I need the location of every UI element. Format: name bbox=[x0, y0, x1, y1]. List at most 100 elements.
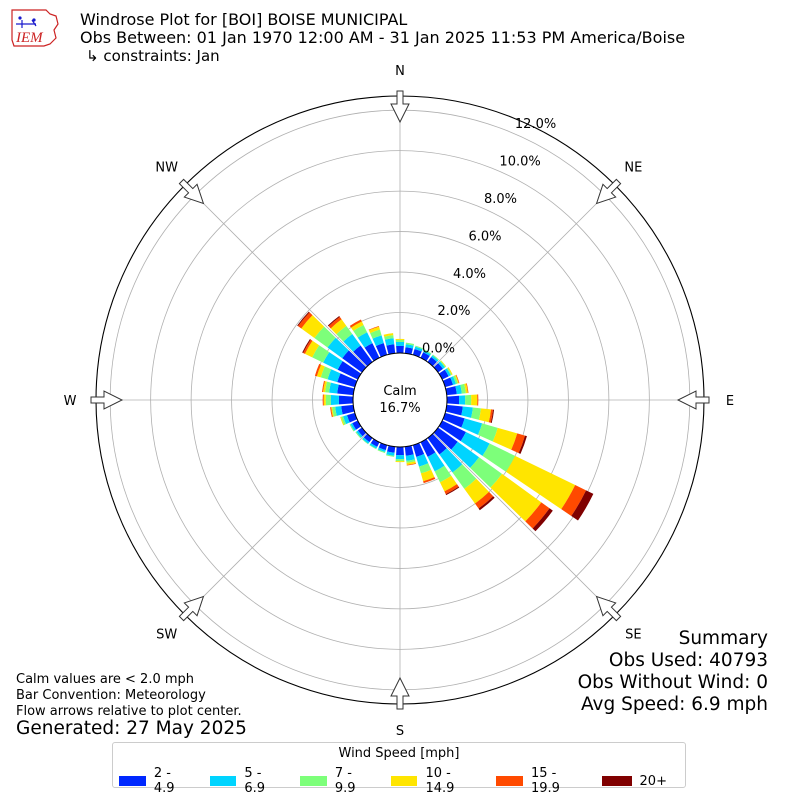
windrose-bar-segment bbox=[442, 412, 465, 428]
windrose-bar-segment bbox=[395, 454, 405, 460]
windrose-bar-segment bbox=[444, 484, 459, 495]
windrose-bar-segment bbox=[465, 394, 472, 406]
flow-arrows-note: Flow arrows relative to plot center. bbox=[16, 704, 242, 719]
legend-title: Wind Speed [mph] bbox=[338, 746, 460, 761]
windrose-bar-segment bbox=[414, 346, 423, 352]
legend-label: 7 - 9.9 bbox=[334, 766, 356, 796]
flow-arrow-shape bbox=[595, 595, 622, 622]
windrose-bar-segment bbox=[405, 454, 415, 461]
legend-item-5-6.9: 5 - 6.9 bbox=[209, 766, 283, 796]
windrose-bar-segment bbox=[395, 341, 405, 347]
windrose-bar-segment bbox=[337, 373, 358, 388]
windrose-bar-segment bbox=[461, 418, 483, 435]
windrose-bar-segment bbox=[490, 473, 542, 522]
flow-arrow-e bbox=[676, 390, 710, 410]
flow-arrow-sw bbox=[178, 595, 205, 622]
windrose-bar-segment bbox=[372, 335, 384, 347]
windrose-bar-segment bbox=[404, 347, 413, 355]
legend-swatch bbox=[119, 776, 146, 786]
windrose-bar-segment bbox=[338, 395, 354, 405]
windrose-bar-segment bbox=[427, 452, 445, 472]
windrose-bar-segment bbox=[412, 442, 425, 457]
windrose-bar-segment bbox=[302, 339, 311, 353]
windrose-bar-segment bbox=[361, 438, 369, 445]
windrose-bar-segment bbox=[461, 406, 473, 418]
windrose-bar-segment bbox=[303, 339, 313, 354]
flow-arrow-w bbox=[90, 390, 124, 410]
windrose-bar-segment bbox=[464, 478, 490, 504]
windrose-bar-segment bbox=[438, 361, 445, 369]
radial-tick-label: 2.0% bbox=[437, 304, 470, 319]
windrose-bar-segment bbox=[450, 376, 456, 385]
windrose-bar-segment bbox=[466, 383, 469, 393]
windrose-bar-segment bbox=[482, 443, 516, 472]
windrose-bar-segment bbox=[297, 312, 313, 329]
windrose-bar-segment bbox=[386, 454, 395, 457]
windrose-bar-segment bbox=[418, 463, 432, 474]
windrose-bar-segment bbox=[423, 350, 431, 357]
radial-tick-label: 6.0% bbox=[468, 229, 501, 244]
flow-arrow-shape bbox=[178, 178, 205, 205]
windrose-bar-segment bbox=[337, 384, 355, 396]
windrose-bar-segment bbox=[370, 329, 382, 339]
calm-circle bbox=[352, 352, 448, 448]
windrose-bar-segment bbox=[329, 382, 339, 394]
windrose-bar-segment bbox=[431, 355, 439, 362]
compass-label-ne: NE bbox=[624, 161, 642, 176]
compass-label-se: SE bbox=[625, 627, 641, 642]
windrose-bar-segment bbox=[353, 345, 373, 367]
windrose-bar-segment bbox=[458, 395, 466, 405]
windrose-bar-segment bbox=[355, 431, 362, 439]
windrose-bar-segment bbox=[470, 457, 503, 488]
windrose-bar-segment bbox=[434, 465, 452, 483]
chart-title: Windrose Plot for [BOI] BOISE MUNICIPAL bbox=[80, 10, 408, 29]
windrose-bar-segment bbox=[327, 369, 341, 383]
windrose-bar-segment bbox=[364, 343, 380, 362]
axis-labels: 0.0% 2.0% 4.0% 6.0% 8.0% 10.0% 12.0% N NE E SE S SW W… bbox=[64, 64, 735, 739]
calm-value: 16.7% bbox=[379, 401, 420, 416]
windrose-bar-segment bbox=[353, 324, 368, 338]
legend-item-10-14.9: 10 - 14.9 bbox=[390, 766, 479, 796]
windrose-bar-segment bbox=[349, 424, 355, 432]
windrose-bar-segment bbox=[368, 326, 380, 334]
windrose-bar-segment bbox=[384, 335, 394, 340]
logo-text: IEM bbox=[15, 30, 44, 46]
windrose-bar-segment bbox=[335, 406, 343, 416]
windrose-bar-segment bbox=[439, 360, 446, 368]
windrose-bar-segment bbox=[304, 340, 320, 358]
windrose-bar-segment bbox=[363, 433, 373, 443]
windrose-bars bbox=[297, 311, 594, 532]
radial-tick-label: 4.0% bbox=[453, 267, 486, 282]
windrose-bar-segment bbox=[395, 461, 405, 463]
windrose-bar-segment bbox=[424, 349, 432, 355]
grid-spoke bbox=[432, 184, 616, 368]
summary-heading: Summary bbox=[678, 628, 768, 649]
windrose-bar-segment bbox=[327, 337, 349, 359]
windrose-bar-segment bbox=[455, 384, 462, 395]
windrose-bar-segment bbox=[323, 381, 327, 393]
windrose-bar-segment bbox=[571, 490, 594, 521]
summary-avg-speed: Avg Speed: 6.9 mph bbox=[580, 694, 768, 715]
windrose-bar-segment bbox=[492, 427, 518, 450]
windrose-bar-segment bbox=[455, 374, 460, 384]
windrose-bar-segment bbox=[325, 381, 331, 393]
windrose-bar-segment bbox=[314, 326, 336, 348]
radial-tick-label: 12.0% bbox=[515, 117, 556, 132]
windrose-bar-segment bbox=[464, 383, 468, 394]
legend-label: 5 - 6.9 bbox=[244, 766, 266, 796]
radial-tick-label: 0.0% bbox=[422, 342, 455, 357]
windrose-bar-segment bbox=[341, 416, 347, 425]
windrose-bar-segment bbox=[343, 334, 361, 352]
flow-arrow-shape bbox=[390, 90, 410, 124]
compass-label-e: E bbox=[726, 394, 734, 409]
generated-date: Generated: 27 May 2025 bbox=[16, 718, 247, 739]
windrose-bar-segment bbox=[349, 319, 362, 328]
windrose-bar-segment bbox=[322, 380, 325, 393]
windrose-bar-segment bbox=[423, 477, 436, 484]
windrose-bar-segment bbox=[490, 409, 495, 424]
windrose-bar-segment bbox=[438, 420, 466, 442]
summary-obs-used: Obs Used: 40793 bbox=[608, 650, 768, 671]
windrose-bar-segment bbox=[297, 311, 310, 327]
windrose-bar-segment bbox=[427, 433, 447, 455]
